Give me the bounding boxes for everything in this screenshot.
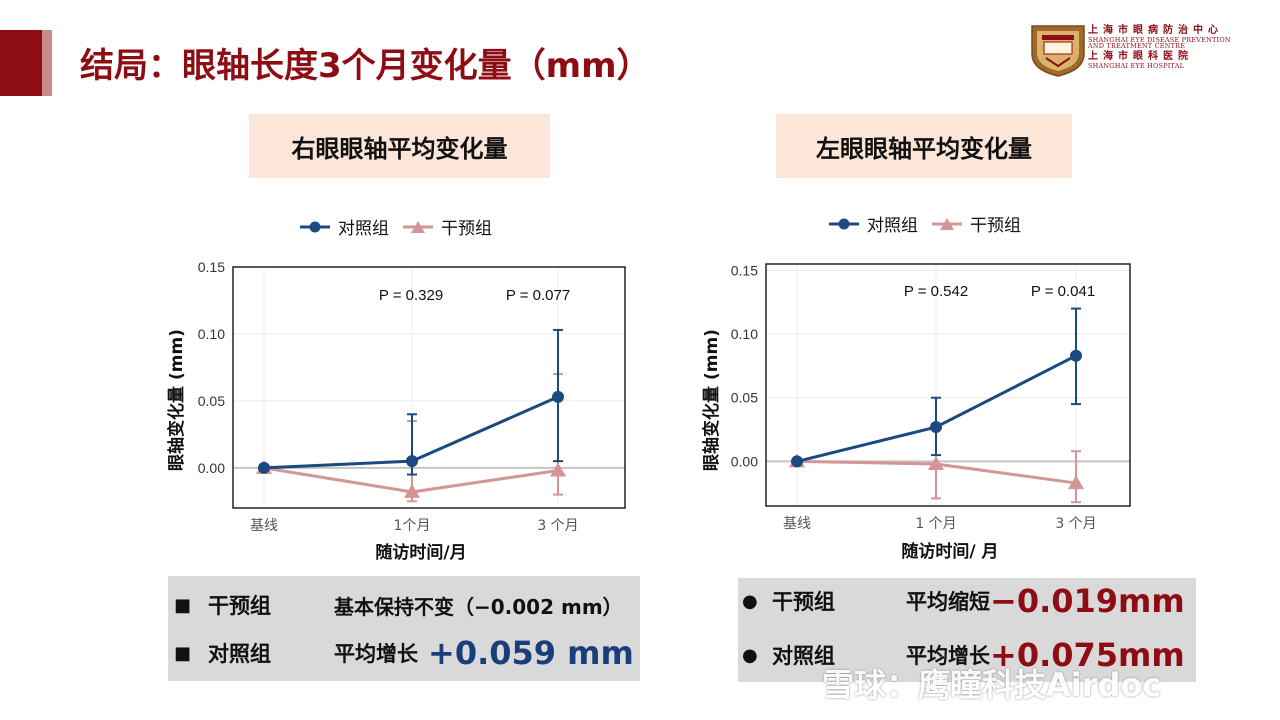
x-tick-label: 3 个月 <box>1055 516 1096 532</box>
data-point-circle <box>791 455 803 468</box>
data-point-circle <box>1070 349 1082 362</box>
y-axis-title: 眼轴变化量 (mm) <box>701 329 722 471</box>
control-growth-value: +0.075mm <box>990 636 1185 674</box>
data-point-circle <box>552 390 564 403</box>
x-axis-title: 随访时间/ 月 <box>901 541 998 562</box>
y-tick-label: 0.05 <box>731 390 758 406</box>
data-point-triangle <box>550 462 566 477</box>
data-point-triangle <box>1068 475 1084 490</box>
x-tick-label: 3 个月 <box>537 518 578 534</box>
x-tick-label: 1 个月 <box>915 516 956 532</box>
y-tick-label: 0.05 <box>198 393 225 409</box>
right-eye-panel-title: 右眼眼轴平均变化量 <box>249 114 550 178</box>
y-axis-title: 眼轴变化量 (mm) <box>166 329 187 471</box>
page-title: 结局：眼轴长度3个月变化量（mm） <box>80 46 651 86</box>
p-value-annotation: P = 0.542 <box>904 283 968 300</box>
x-axis-title: 随访时间/月 <box>375 542 466 563</box>
legend-circle-marker-icon <box>829 218 859 229</box>
hospital-logo-icon <box>1031 25 1085 77</box>
summary-row-intervention: ● 干预组 平均缩短 −0.019mm <box>742 582 1185 620</box>
y-tick-label: 0.15 <box>731 262 758 278</box>
right-chart-legend: 对照组 干预组 <box>300 214 506 239</box>
title-accent-bar <box>0 30 52 96</box>
x-tick-label: 基线 <box>250 517 278 534</box>
y-tick-label: 0.10 <box>731 326 758 342</box>
summary-row-control: ● 对照组 平均增长 +0.075mm <box>742 636 1185 674</box>
y-tick-label: 0.00 <box>731 453 758 469</box>
y-tick-label: 0.15 <box>198 259 225 275</box>
control-growth-value: +0.059 mm <box>428 634 634 672</box>
legend-triangle-marker-icon <box>403 220 433 233</box>
intervention-shrink-value: −0.019mm <box>990 582 1185 620</box>
left-chart-legend: 对照组 干预组 <box>829 211 1035 236</box>
plot-frame <box>765 263 1131 507</box>
p-value-annotation: P = 0.077 <box>506 287 570 304</box>
left-eye-panel-title: 左眼眼轴平均变化量 <box>776 114 1072 178</box>
data-point-circle <box>406 455 418 468</box>
right-eye-summary: ■ 干预组 基本保持不变（−0.002 mm） ■ 对照组 平均增长 +0.05… <box>168 576 640 681</box>
x-tick-label: 1个月 <box>394 518 431 534</box>
y-tick-label: 0.00 <box>198 460 225 476</box>
square-bullet-icon: ■ <box>174 642 192 664</box>
left-eye-summary: ● 干预组 平均缩短 −0.019mm ● 对照组 平均增长 +0.075mm <box>738 578 1196 682</box>
plot-frame <box>232 266 626 509</box>
hospital-logo-text: 上海市眼病防治中心 SHANGHAI EYE DISEASE PREVENTIO… <box>1088 25 1231 70</box>
summary-row-intervention: ■ 干预组 基本保持不变（−0.002 mm） <box>174 594 623 619</box>
legend-control: 对照组 <box>829 211 918 236</box>
p-value-annotation: P = 0.329 <box>379 287 443 304</box>
round-bullet-icon: ● <box>742 644 758 666</box>
watermark: 雪球：鹰瞳科技Airdoc <box>822 666 1162 704</box>
p-value-annotation: P = 0.041 <box>1031 283 1095 300</box>
legend-triangle-marker-icon <box>932 217 962 230</box>
data-point-triangle <box>928 455 944 470</box>
legend-control: 对照组 <box>300 214 389 239</box>
legend-circle-marker-icon <box>300 221 330 232</box>
square-bullet-icon: ■ <box>174 594 192 616</box>
data-point-circle <box>258 461 270 474</box>
y-tick-label: 0.10 <box>198 326 225 342</box>
summary-row-control: ■ 对照组 平均增长 +0.059 mm <box>174 634 634 672</box>
legend-intervention: 干预组 <box>403 214 492 239</box>
data-point-triangle <box>404 483 420 498</box>
legend-intervention: 干预组 <box>932 211 1021 236</box>
x-tick-label: 基线 <box>783 515 811 532</box>
round-bullet-icon: ● <box>742 590 758 612</box>
data-point-circle <box>930 421 942 434</box>
